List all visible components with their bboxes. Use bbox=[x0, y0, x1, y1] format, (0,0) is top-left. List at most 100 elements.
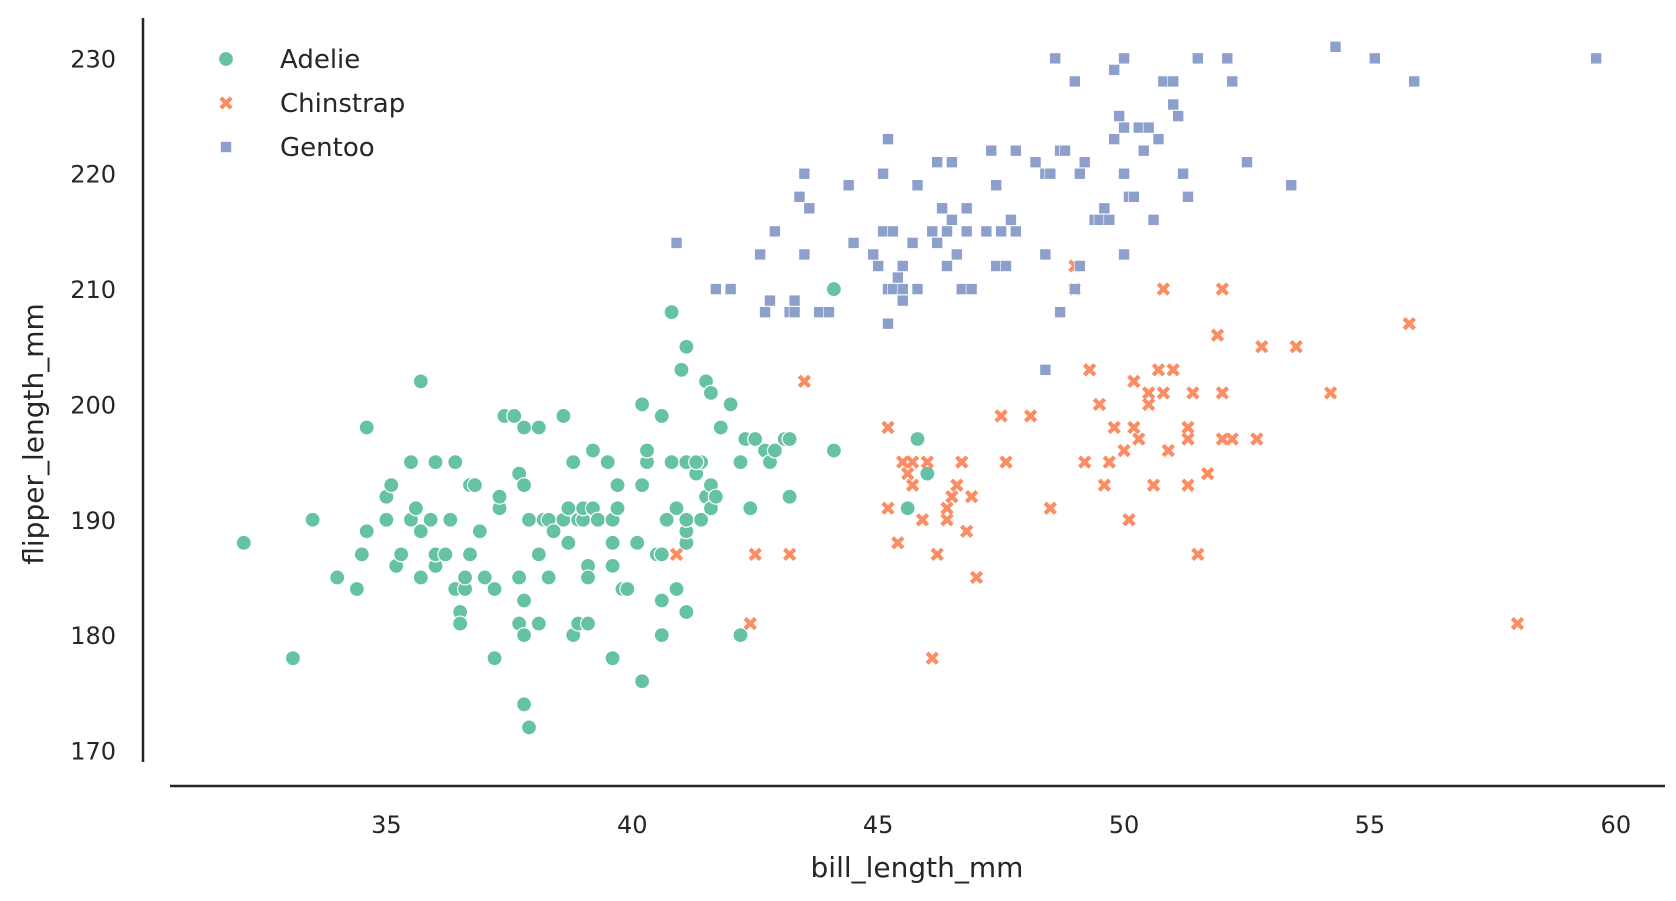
chinstrap-point bbox=[1127, 374, 1141, 389]
adelie-point bbox=[825, 280, 842, 298]
adelie-point bbox=[545, 523, 562, 540]
adelie-point bbox=[742, 500, 759, 517]
gentoo-point bbox=[990, 179, 1002, 192]
adelie-point bbox=[663, 304, 680, 321]
adelie-point bbox=[235, 534, 252, 551]
adelie-point bbox=[638, 442, 656, 459]
gentoo-point bbox=[1226, 75, 1239, 88]
chinstrap-point bbox=[1141, 397, 1156, 412]
gentoo-point bbox=[1369, 52, 1381, 65]
chinstrap-point bbox=[881, 420, 895, 435]
gentoo-point bbox=[1408, 75, 1420, 88]
chinstrap-point bbox=[748, 547, 762, 562]
gentoo-point bbox=[941, 225, 953, 238]
adelie-point bbox=[653, 592, 670, 609]
gentoo-point bbox=[1132, 121, 1145, 134]
y-tick-label: 210 bbox=[70, 276, 116, 304]
adelie-point bbox=[702, 384, 720, 401]
chinstrap-point bbox=[950, 478, 964, 492]
gentoo-point bbox=[1118, 248, 1130, 261]
chinstrap-point bbox=[1323, 386, 1338, 400]
chinstrap-point bbox=[1151, 363, 1166, 377]
adelie-point bbox=[693, 511, 710, 528]
gentoo-point bbox=[941, 260, 953, 272]
adelie-point bbox=[520, 719, 538, 736]
data-points bbox=[235, 41, 1602, 736]
gentoo-point bbox=[1172, 110, 1184, 122]
gentoo-point bbox=[710, 283, 722, 295]
gentoo-point bbox=[872, 260, 884, 272]
y-axis-title: flipper_length_mm bbox=[17, 303, 50, 565]
chinstrap-point bbox=[1107, 420, 1121, 435]
gentoo-point bbox=[1073, 260, 1086, 272]
gentoo-point bbox=[1010, 225, 1022, 238]
adelie-point bbox=[358, 419, 375, 436]
chinstrap-point bbox=[964, 490, 979, 504]
gentoo-point bbox=[1005, 214, 1017, 226]
adelie-point bbox=[732, 453, 749, 471]
gentoo-point bbox=[847, 237, 860, 249]
adelie-point bbox=[604, 650, 621, 667]
adelie-point bbox=[634, 477, 651, 494]
adelie-point bbox=[515, 477, 533, 494]
adelie-point bbox=[515, 419, 533, 436]
series-gentoo bbox=[670, 41, 1602, 376]
adelie-point bbox=[732, 627, 749, 644]
x-tick-label: 45 bbox=[863, 811, 894, 839]
gentoo-point bbox=[896, 283, 909, 295]
adelie-point bbox=[673, 361, 690, 378]
gentoo-point bbox=[1078, 156, 1091, 168]
chinstrap-point bbox=[782, 547, 797, 562]
chinstrap-point bbox=[1200, 466, 1215, 481]
legend: Adelie Chinstrap Gentoo bbox=[217, 45, 405, 163]
gentoo-point bbox=[931, 156, 943, 168]
chinstrap-point bbox=[1289, 340, 1303, 354]
x-ticks: 35 40 45 50 55 60 bbox=[371, 811, 1631, 839]
gentoo-point bbox=[788, 306, 801, 318]
gentoo-point bbox=[946, 214, 958, 226]
gentoo-point bbox=[1128, 190, 1140, 203]
chinstrap-point bbox=[1097, 478, 1112, 492]
x-tick-label: 50 bbox=[1109, 811, 1140, 839]
gentoo-point bbox=[985, 144, 998, 157]
gentoo-point bbox=[906, 237, 919, 249]
chinstrap-point bbox=[1146, 478, 1161, 492]
adelie-point bbox=[486, 580, 503, 598]
adelie-point bbox=[579, 569, 597, 586]
chinstrap-point bbox=[1255, 340, 1269, 354]
gentoo-point bbox=[1039, 364, 1052, 376]
gentoo-point bbox=[892, 271, 904, 284]
adelie-point bbox=[766, 442, 783, 459]
gentoo-point bbox=[882, 133, 894, 145]
adelie-point bbox=[491, 488, 508, 505]
chinstrap-point bbox=[925, 651, 939, 665]
chinstrap-point bbox=[1210, 328, 1225, 342]
legend-label-adelie: Adelie bbox=[280, 45, 360, 75]
adelie-point bbox=[668, 580, 685, 598]
gentoo-point bbox=[1103, 214, 1116, 226]
chinstrap-point bbox=[891, 536, 905, 550]
chinstrap-point bbox=[1225, 432, 1239, 446]
gentoo-point bbox=[788, 294, 801, 307]
adelie-point bbox=[520, 511, 538, 528]
series-chinstrap bbox=[669, 259, 1525, 665]
adelie-point bbox=[506, 407, 523, 425]
adelie-point bbox=[678, 603, 695, 621]
gentoo-point bbox=[887, 283, 899, 295]
x-tick-label: 55 bbox=[1355, 811, 1386, 839]
adelie-point bbox=[486, 650, 503, 667]
gentoo-point bbox=[1108, 133, 1121, 145]
adelie-point bbox=[304, 511, 321, 528]
gentoo-point bbox=[896, 260, 909, 272]
chinstrap-point bbox=[797, 374, 812, 389]
gentoo-point bbox=[946, 156, 958, 168]
chinstrap-point bbox=[1092, 397, 1107, 412]
adelie-point bbox=[422, 511, 439, 528]
chinstrap-point bbox=[881, 501, 895, 515]
adelie-point bbox=[584, 442, 602, 459]
adelie-point bbox=[781, 488, 798, 505]
gentoo-point bbox=[1192, 52, 1204, 65]
gentoo-point bbox=[1039, 248, 1052, 261]
gentoo-point bbox=[936, 202, 948, 215]
legend-item-chinstrap: Chinstrap bbox=[219, 89, 405, 119]
